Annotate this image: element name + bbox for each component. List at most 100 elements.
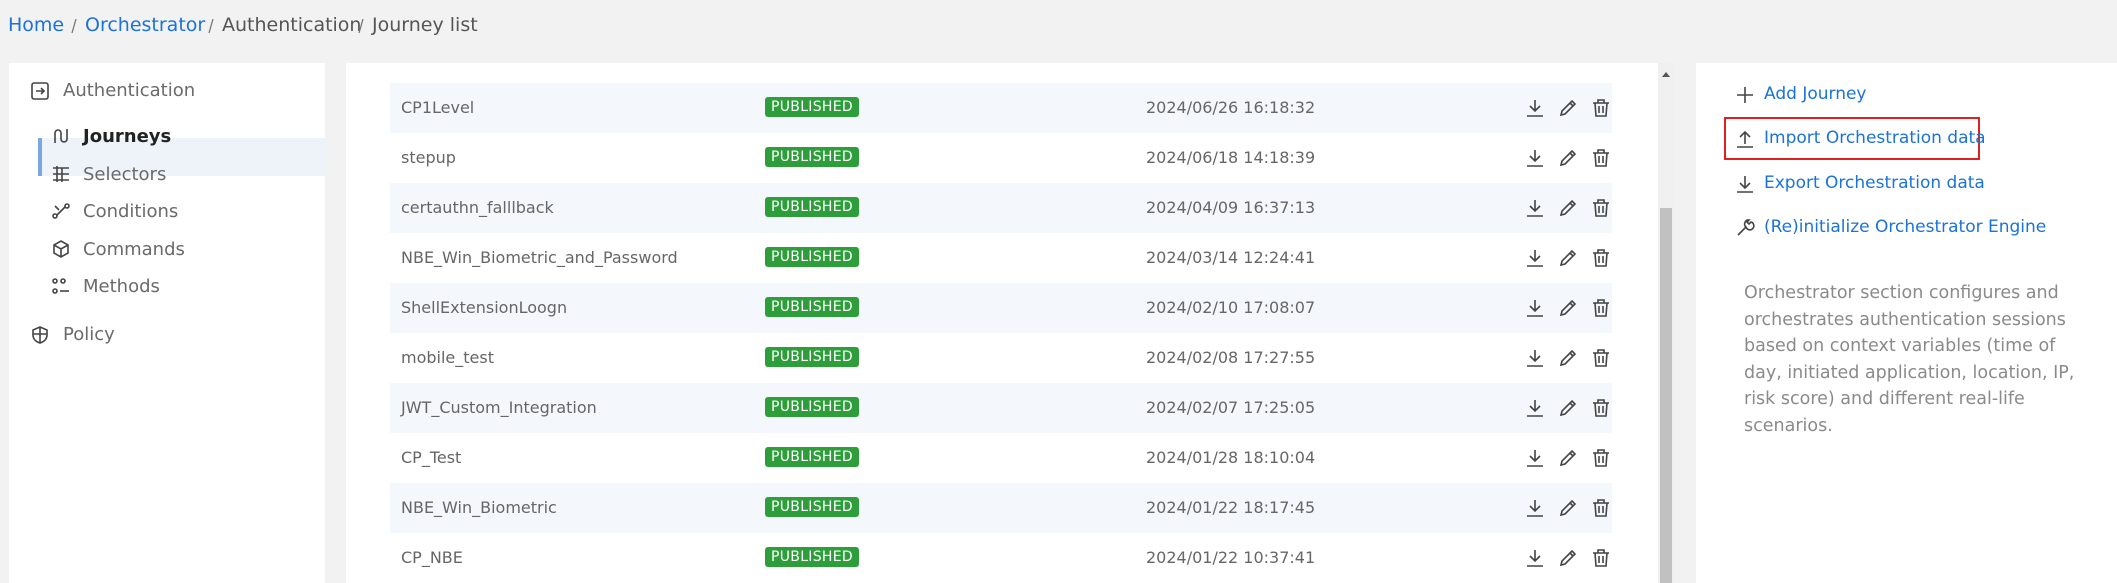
journey-name: NBE_Win_Biometric xyxy=(401,498,557,517)
delete-icon[interactable] xyxy=(1590,247,1612,269)
status-badge: PUBLISHED xyxy=(765,397,859,417)
download-icon[interactable] xyxy=(1524,547,1546,569)
action-icon[interactable] xyxy=(1734,173,1756,195)
status-badge: PUBLISHED xyxy=(765,497,859,517)
nav-item[interactable]: Journeys xyxy=(83,126,172,147)
nav-icon xyxy=(32,326,48,344)
action-icon[interactable] xyxy=(1734,84,1756,106)
nav-item[interactable]: Selectors xyxy=(83,164,167,185)
journey-date: 2024/06/18 14:18:39 xyxy=(1146,148,1316,167)
status-badge: PUBLISHED xyxy=(765,97,859,117)
delete-icon[interactable] xyxy=(1590,547,1612,569)
edit-icon[interactable] xyxy=(1557,147,1579,169)
journey-date: 2024/03/14 12:24:41 xyxy=(1146,248,1316,267)
table-row[interactable]: JWT_Custom_Integration PUBLISHED 2024/02/0… xyxy=(390,383,1612,433)
delete-icon[interactable] xyxy=(1590,97,1612,119)
delete-icon[interactable] xyxy=(1590,147,1612,169)
table-row[interactable]: CP_Test PUBLISHED 2024/01/28 18:10:04 xyxy=(390,433,1612,483)
table-row[interactable]: CP_NBE PUBLISHED 2024/01/22 10:37:41 xyxy=(390,533,1612,583)
nav-selected-bg xyxy=(38,138,325,176)
nav-item-icon xyxy=(54,129,68,143)
journey-name: CP1Level xyxy=(401,98,475,117)
journey-name: CP_NBE xyxy=(401,548,463,567)
download-icon[interactable] xyxy=(1524,397,1546,419)
download-icon[interactable] xyxy=(1524,347,1546,369)
nav-item-icon xyxy=(52,278,69,294)
nav-icon xyxy=(31,82,49,100)
status-badge: PUBLISHED xyxy=(765,347,859,367)
download-icon[interactable] xyxy=(1524,297,1546,319)
table-row[interactable]: stepup PUBLISHED 2024/06/18 14:18:39 xyxy=(390,133,1612,183)
status-badge: PUBLISHED xyxy=(765,247,859,267)
edit-icon[interactable] xyxy=(1557,297,1579,319)
delete-icon[interactable] xyxy=(1590,447,1612,469)
breadcrumb-separator xyxy=(358,18,364,34)
page: Orchestrator section configures and orch… xyxy=(8,14,2117,583)
table-row[interactable]: ShellExtensionLoogn PUBLISHED 2024/02/10 1… xyxy=(390,283,1612,333)
journey-name: mobile_test xyxy=(401,348,494,367)
action-icon[interactable] xyxy=(1734,217,1756,239)
action-link[interactable]: (Re)initialize Orchestrator Engine xyxy=(1764,217,2047,237)
delete-icon[interactable] xyxy=(1590,347,1612,369)
journey-date: 2024/02/07 17:25:05 xyxy=(1146,398,1316,417)
journey-date: 2024/02/08 17:27:55 xyxy=(1146,348,1316,367)
action-link[interactable]: Export Orchestration data xyxy=(1764,173,1985,193)
download-icon[interactable] xyxy=(1524,97,1546,119)
edit-icon[interactable] xyxy=(1557,497,1579,519)
table-row[interactable]: NBE_Win_Biometric_and_Password PUBLISHED 2… xyxy=(390,233,1612,283)
status-badge: PUBLISHED xyxy=(765,297,859,317)
edit-icon[interactable] xyxy=(1557,197,1579,219)
journey-name: JWT_Custom_Integration xyxy=(401,398,597,417)
delete-icon[interactable] xyxy=(1590,497,1612,519)
journey-date: 2024/01/22 10:37:41 xyxy=(1146,548,1316,567)
breadcrumb-item[interactable]: Home xyxy=(8,14,65,36)
delete-icon[interactable] xyxy=(1590,297,1612,319)
status-badge: PUBLISHED xyxy=(765,547,859,567)
table-row[interactable]: certauthn_falllback PUBLISHED 2024/04/09 1… xyxy=(390,183,1612,233)
highlight-box xyxy=(1724,117,1980,160)
journey-name: stepup xyxy=(401,148,456,167)
journey-date: 2024/06/26 16:18:32 xyxy=(1146,98,1316,117)
edit-icon[interactable] xyxy=(1557,247,1579,269)
status-badge: PUBLISHED xyxy=(765,147,859,167)
description: Orchestrator section configures and orch… xyxy=(1744,283,2075,436)
edit-icon[interactable] xyxy=(1557,347,1579,369)
journey-date: 2024/02/10 17:08:07 xyxy=(1146,298,1316,317)
nav-item[interactable]: Commands xyxy=(83,239,185,260)
download-icon[interactable] xyxy=(1524,197,1546,219)
nav-item[interactable]: Policy xyxy=(63,324,115,345)
action-link[interactable]: Import Orchestration data xyxy=(1764,128,1986,148)
actions-panel xyxy=(1696,63,2117,583)
breadcrumb-item: Authentication xyxy=(222,14,362,36)
journey-name: certauthn_falllback xyxy=(401,198,554,217)
breadcrumb-item: Journey list xyxy=(372,14,478,36)
breadcrumb-item[interactable]: Orchestrator xyxy=(85,14,206,36)
breadcrumb-separator xyxy=(71,18,77,34)
delete-icon[interactable] xyxy=(1590,197,1612,219)
nav-item-icon xyxy=(53,166,69,182)
nav-item[interactable]: Conditions xyxy=(83,201,179,222)
edit-icon[interactable] xyxy=(1557,447,1579,469)
scroll-up[interactable] xyxy=(1659,69,1673,79)
delete-icon[interactable] xyxy=(1590,397,1612,419)
download-icon[interactable] xyxy=(1524,447,1546,469)
action-icon[interactable] xyxy=(1734,128,1756,150)
action-link[interactable]: Add Journey xyxy=(1764,84,1867,104)
scroll-thumb[interactable] xyxy=(1660,208,1672,583)
table-row[interactable]: mobile_test PUBLISHED 2024/02/08 17:27:55 xyxy=(390,333,1612,383)
nav-item-icon xyxy=(52,203,70,219)
table-row[interactable]: CP1Level PUBLISHED 2024/06/26 16:18:32 xyxy=(390,83,1612,133)
download-icon[interactable] xyxy=(1524,147,1546,169)
table-row[interactable]: NBE_Win_Biometric PUBLISHED 2024/01/22 18:… xyxy=(390,483,1612,533)
edit-icon[interactable] xyxy=(1557,547,1579,569)
nav-item[interactable]: Methods xyxy=(83,276,160,297)
journey-date: 2024/01/22 18:17:45 xyxy=(1146,498,1316,517)
download-icon[interactable] xyxy=(1524,247,1546,269)
journey-date: 2024/01/28 18:10:04 xyxy=(1146,448,1316,467)
download-icon[interactable] xyxy=(1524,497,1546,519)
edit-icon[interactable] xyxy=(1557,397,1579,419)
nav-section: Authentication xyxy=(63,80,196,101)
edit-icon[interactable] xyxy=(1557,97,1579,119)
journey-name: ShellExtensionLoogn xyxy=(401,298,568,317)
status-badge: PUBLISHED xyxy=(765,197,859,217)
